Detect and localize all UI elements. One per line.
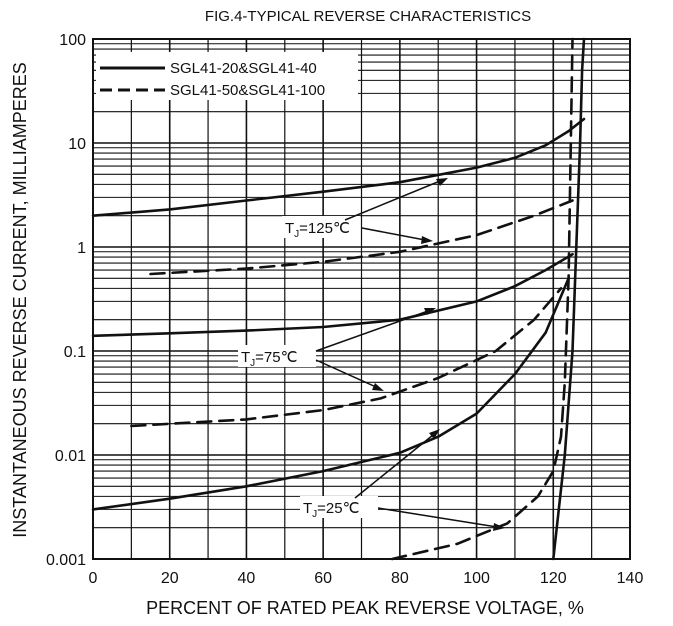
y-tick-label: 0.01: [55, 448, 86, 465]
series-line-solid: [552, 37, 586, 561]
series-line-solid: [91, 117, 586, 217]
legend-background: [96, 52, 358, 100]
annotation-label: TJ=25℃: [303, 500, 359, 520]
legend-label-solid: SGL41-20&SGL41-40: [170, 60, 317, 77]
plot-frame: [92, 38, 631, 560]
series-line-dashed: [130, 287, 563, 428]
y-tick-label: 10: [68, 136, 86, 153]
x-tick-label: 20: [161, 570, 179, 587]
legend: SGL41-20&SGL41-40 SGL41-50&SGL41-100: [96, 52, 358, 100]
annotation-label: TJ=125℃: [285, 220, 350, 240]
x-tick-label: 100: [463, 570, 490, 587]
x-tick-label: 80: [391, 570, 409, 587]
annotation-background: [300, 496, 378, 518]
series-line-dashed: [390, 37, 574, 561]
series-line-solid: [91, 277, 570, 511]
x-tick-label: 140: [617, 570, 644, 587]
legend-label-dashed: SGL41-50&SGL41-100: [170, 82, 325, 99]
annotation-125: TJ=125℃: [282, 178, 448, 244]
y-tick-label: 0.001: [46, 552, 86, 569]
annotation-background: [282, 216, 360, 238]
annotation-25: TJ=25℃: [300, 429, 505, 531]
x-tick-label: 60: [314, 570, 332, 587]
series-layer: [91, 37, 586, 561]
x-axis-ticks: 0 20 40 60 80 100 120 140: [89, 570, 644, 587]
x-tick-label: 40: [238, 570, 256, 587]
y-axis-ticks: 0.001 0.01 0.1 1 10 100: [46, 32, 86, 569]
annotation-label: TJ=75℃: [241, 349, 297, 369]
y-tick-label: 0.1: [64, 344, 86, 361]
x-tick-label: 120: [540, 570, 567, 587]
y-axis-label: INSTANTANEOUS REVERSE CURRENT, MILLIAMPE…: [10, 62, 30, 537]
y-tick-label: 1: [77, 240, 86, 257]
x-tick-label: 0: [89, 570, 98, 587]
series-line-dashed: [149, 199, 574, 276]
x-axis-label: PERCENT OF RATED PEAK REVERSE VOLTAGE, %: [146, 598, 584, 618]
chart-title: FIG.4-TYPICAL REVERSE CHARACTERISTICS: [205, 8, 531, 25]
y-tick-label: 100: [59, 32, 86, 49]
annotation-background: [238, 345, 316, 367]
annotation-75: TJ=75℃: [238, 308, 436, 391]
grid: [93, 39, 630, 559]
series-line-solid: [91, 253, 574, 338]
